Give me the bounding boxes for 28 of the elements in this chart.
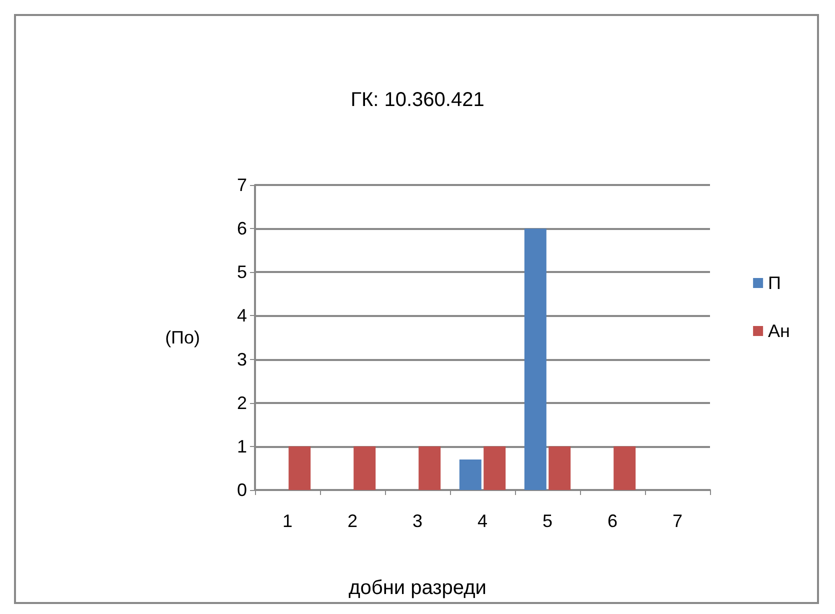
bar	[524, 228, 546, 490]
legend-label: П	[768, 273, 781, 293]
chart-title: ГК: 10.360.421	[350, 89, 484, 111]
x-tick-label: 2	[347, 511, 358, 531]
legend-label: Ан	[768, 321, 790, 341]
x-tick-label: 1	[282, 511, 293, 531]
x-tick-label: 4	[477, 511, 488, 531]
x-axis-title: добни разреди	[348, 577, 486, 599]
y-tick-label: 3	[236, 349, 247, 370]
bar	[288, 446, 311, 490]
x-tick-label: 7	[672, 511, 683, 531]
bar	[614, 446, 636, 490]
y-tick-label: 7	[236, 175, 247, 195]
y-tick-label: 0	[236, 480, 247, 500]
bar	[459, 460, 482, 490]
y-tick-label: 4	[236, 306, 247, 326]
y-tick-label: 1	[236, 436, 247, 456]
bar	[484, 446, 506, 490]
x-tick-label: 3	[412, 511, 423, 531]
y-tick-label: 6	[236, 218, 247, 239]
y-axis-title: (По)	[165, 328, 200, 348]
y-tick-label: 5	[236, 262, 247, 282]
x-tick-label: 5	[542, 511, 553, 531]
bar	[548, 446, 571, 490]
y-tick-label: 2	[236, 392, 247, 413]
x-tick-label: 6	[607, 511, 618, 531]
bar	[354, 446, 376, 490]
bar	[418, 446, 441, 490]
